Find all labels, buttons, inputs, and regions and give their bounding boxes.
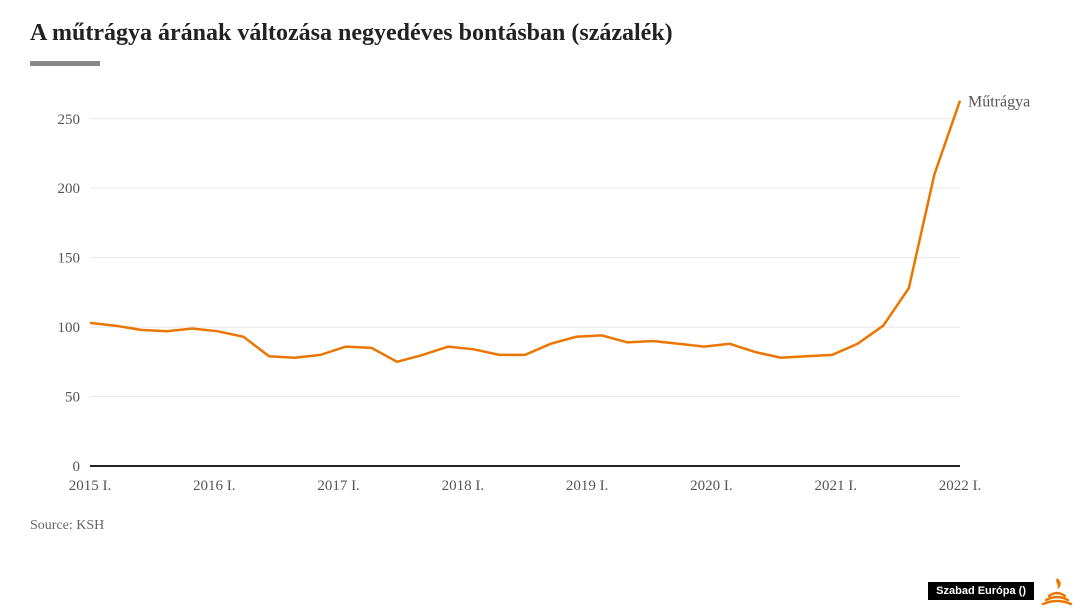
source-label: Source: KSH: [30, 518, 1050, 534]
series-label: Műtrágya: [968, 94, 1030, 111]
x-tick-label: 2016 I.: [193, 478, 236, 494]
chart-area: 0 50 100 150 200 250 2015 I. 2016 I. 2017 I. 2018…: [30, 86, 1050, 506]
radio-logo-icon: [1040, 574, 1074, 608]
chart-series-mutragya: [90, 101, 960, 362]
x-tick-label: 2020 I.: [690, 478, 733, 494]
y-tick-label: 250: [58, 112, 81, 128]
x-tick-label: 2021 I.: [814, 478, 857, 494]
x-tick-label: 2022 I.: [939, 478, 982, 494]
line-chart-svg: 0 50 100 150 200 250 2015 I. 2016 I. 2017 I. 2018…: [30, 86, 1050, 506]
x-tick-label: 2018 I.: [442, 478, 485, 494]
y-tick-label: 150: [58, 251, 81, 267]
y-tick-label: 200: [58, 181, 81, 197]
x-tick-label: 2017 I.: [317, 478, 360, 494]
footer-badge: Szabad Európa (): [928, 574, 1080, 608]
footer-text: Szabad Európa (): [928, 582, 1034, 600]
chart-title: A műtrágya árának változása negyedéves b…: [30, 20, 1050, 47]
y-tick-label: 50: [65, 390, 80, 406]
x-tick-label: 2019 I.: [566, 478, 609, 494]
y-tick-label: 0: [73, 459, 81, 475]
x-tick-label: 2015 I.: [69, 478, 112, 494]
title-underline: [30, 61, 100, 66]
y-tick-label: 100: [58, 320, 81, 336]
